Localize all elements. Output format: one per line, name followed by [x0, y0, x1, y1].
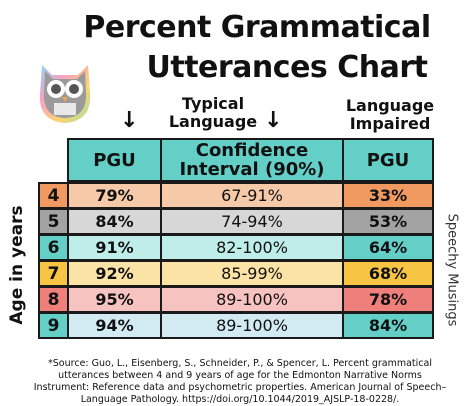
impaired-pgu-cell: 84%: [342, 312, 434, 339]
age-cell: 4: [38, 182, 69, 209]
age-cell: 8: [38, 286, 69, 313]
table-row: 7 92% 85-99% 68%: [38, 260, 434, 287]
age-cell: 9: [38, 312, 69, 339]
confidence-interval-cell: 85-99%: [160, 260, 344, 287]
column-header-confidence-interval: Confidence Interval (90%): [160, 138, 344, 182]
column-header-pgu-impaired: PGU: [342, 138, 434, 182]
typical-language-label: Typical Language: [168, 94, 258, 131]
impaired-pgu-cell: 68%: [342, 260, 434, 287]
owl-icon: [39, 65, 91, 123]
confidence-interval-cell: 89-100%: [160, 286, 344, 313]
confidence-interval-cell: 74-94%: [160, 208, 344, 235]
y-axis-label: Age in years: [7, 205, 27, 325]
page-title-line2: Utterances Chart: [146, 50, 428, 85]
language-impaired-label: Language Impaired: [345, 96, 435, 133]
confidence-interval-cell: 82-100%: [160, 234, 344, 261]
credit-container: Speechy Musings: [437, 200, 467, 340]
table-row: 8 95% 89-100% 78%: [38, 286, 434, 313]
pgu-cell: 91%: [67, 234, 162, 261]
pgu-cell: 79%: [67, 182, 162, 209]
source-citation: *Source: Guo, L., Eisenberg, S., Schneid…: [33, 358, 447, 405]
pgu-cell: 84%: [67, 208, 162, 235]
column-header-pgu: PGU: [67, 138, 162, 182]
pgu-cell: 92%: [67, 260, 162, 287]
down-arrow-icon: ↓: [120, 108, 139, 133]
age-cell: 5: [38, 208, 69, 235]
impaired-pgu-cell: 64%: [342, 234, 434, 261]
page-title: Percent Grammatical: [83, 10, 431, 45]
impaired-pgu-cell: 78%: [342, 286, 434, 313]
pgu-cell: 95%: [67, 286, 162, 313]
table-row: 5 84% 74-94% 53%: [38, 208, 434, 235]
impaired-pgu-cell: 53%: [342, 208, 434, 235]
credit-label: Speechy Musings: [444, 213, 460, 327]
age-cell: 6: [38, 234, 69, 261]
table-row: 9 94% 89-100% 84%: [38, 312, 434, 339]
table-row: 4 79% 67-91% 33%: [38, 182, 434, 209]
age-cell: 7: [38, 260, 69, 287]
impaired-pgu-cell: 33%: [342, 182, 434, 209]
pgu-cell: 94%: [67, 312, 162, 339]
confidence-interval-cell: 89-100%: [160, 312, 344, 339]
confidence-interval-cell: 67-91%: [160, 182, 344, 209]
down-arrow-icon: ↓: [264, 108, 283, 133]
y-axis-label-container: Age in years: [2, 190, 32, 340]
table-row: 6 91% 82-100% 64%: [38, 234, 434, 261]
